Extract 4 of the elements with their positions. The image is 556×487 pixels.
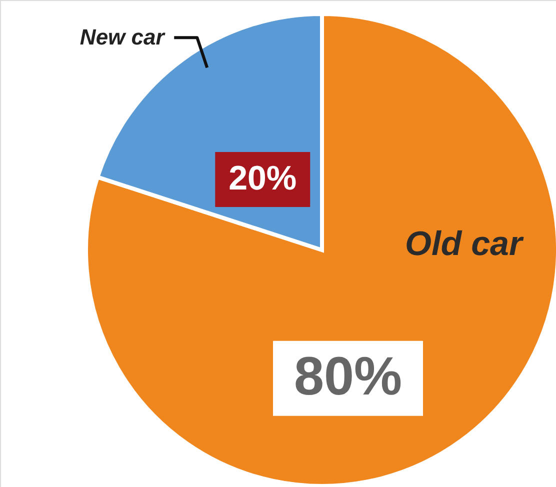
slice-label: Old car xyxy=(405,225,524,263)
data-label: 20% xyxy=(228,160,297,198)
data-label: 80% xyxy=(294,346,402,406)
slice-label: New car xyxy=(80,24,166,50)
